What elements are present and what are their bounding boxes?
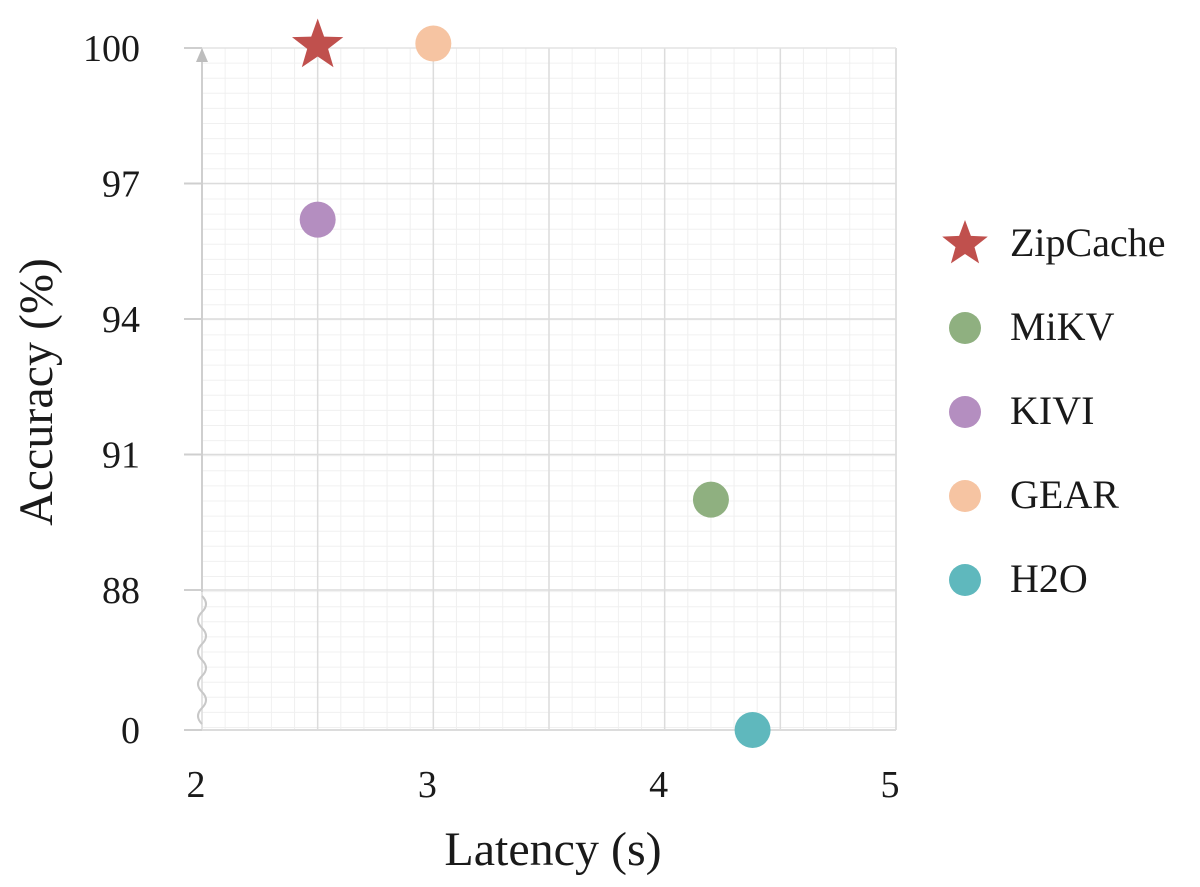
point-kivi bbox=[299, 201, 336, 238]
point-mikv bbox=[692, 481, 729, 518]
legend-label-mikv: MiKV bbox=[1010, 304, 1115, 349]
legend-marker-mikv bbox=[949, 312, 981, 344]
y-axis-title: Accuracy (%) bbox=[10, 258, 63, 526]
y-tick-label: 100 bbox=[83, 28, 140, 70]
y-axis-break bbox=[197, 595, 207, 725]
legend-label-gear: GEAR bbox=[1010, 472, 1119, 517]
legend-label-kivi: KIVI bbox=[1010, 388, 1094, 433]
point-gear bbox=[415, 25, 452, 62]
grid bbox=[186, 47, 897, 731]
y-tick-label: 94 bbox=[102, 299, 140, 341]
x-tick-label: 2 bbox=[187, 764, 206, 806]
y-tick-label: 97 bbox=[102, 164, 140, 206]
legend-marker-gear bbox=[949, 480, 981, 512]
legend-marker-kivi bbox=[949, 396, 981, 428]
x-tick-label: 4 bbox=[649, 764, 668, 806]
y-tick-labels: 100 97 94 91 88 0 bbox=[83, 28, 202, 752]
legend-label-zipcache: ZipCache bbox=[1010, 220, 1166, 265]
point-zipcache bbox=[292, 18, 344, 68]
legend: ZipCache MiKV KIVI GEAR H2O bbox=[942, 220, 1166, 601]
y-tick-label: 88 bbox=[102, 570, 140, 612]
x-axis-title: Latency (s) bbox=[444, 823, 661, 876]
x-tick-labels: 2 3 4 5 bbox=[187, 764, 900, 806]
x-tick-label: 5 bbox=[881, 764, 900, 806]
legend-marker-zipcache bbox=[942, 220, 988, 264]
legend-label-h2o: H2O bbox=[1010, 556, 1088, 601]
y-tick-label: 91 bbox=[102, 435, 140, 477]
x-tick-label: 3 bbox=[418, 764, 437, 806]
data-points bbox=[292, 18, 771, 748]
legend-marker-h2o bbox=[949, 564, 981, 596]
y-tick-label: 0 bbox=[121, 710, 140, 752]
y-axis-arrow bbox=[196, 48, 208, 62]
point-h2o bbox=[734, 712, 771, 748]
